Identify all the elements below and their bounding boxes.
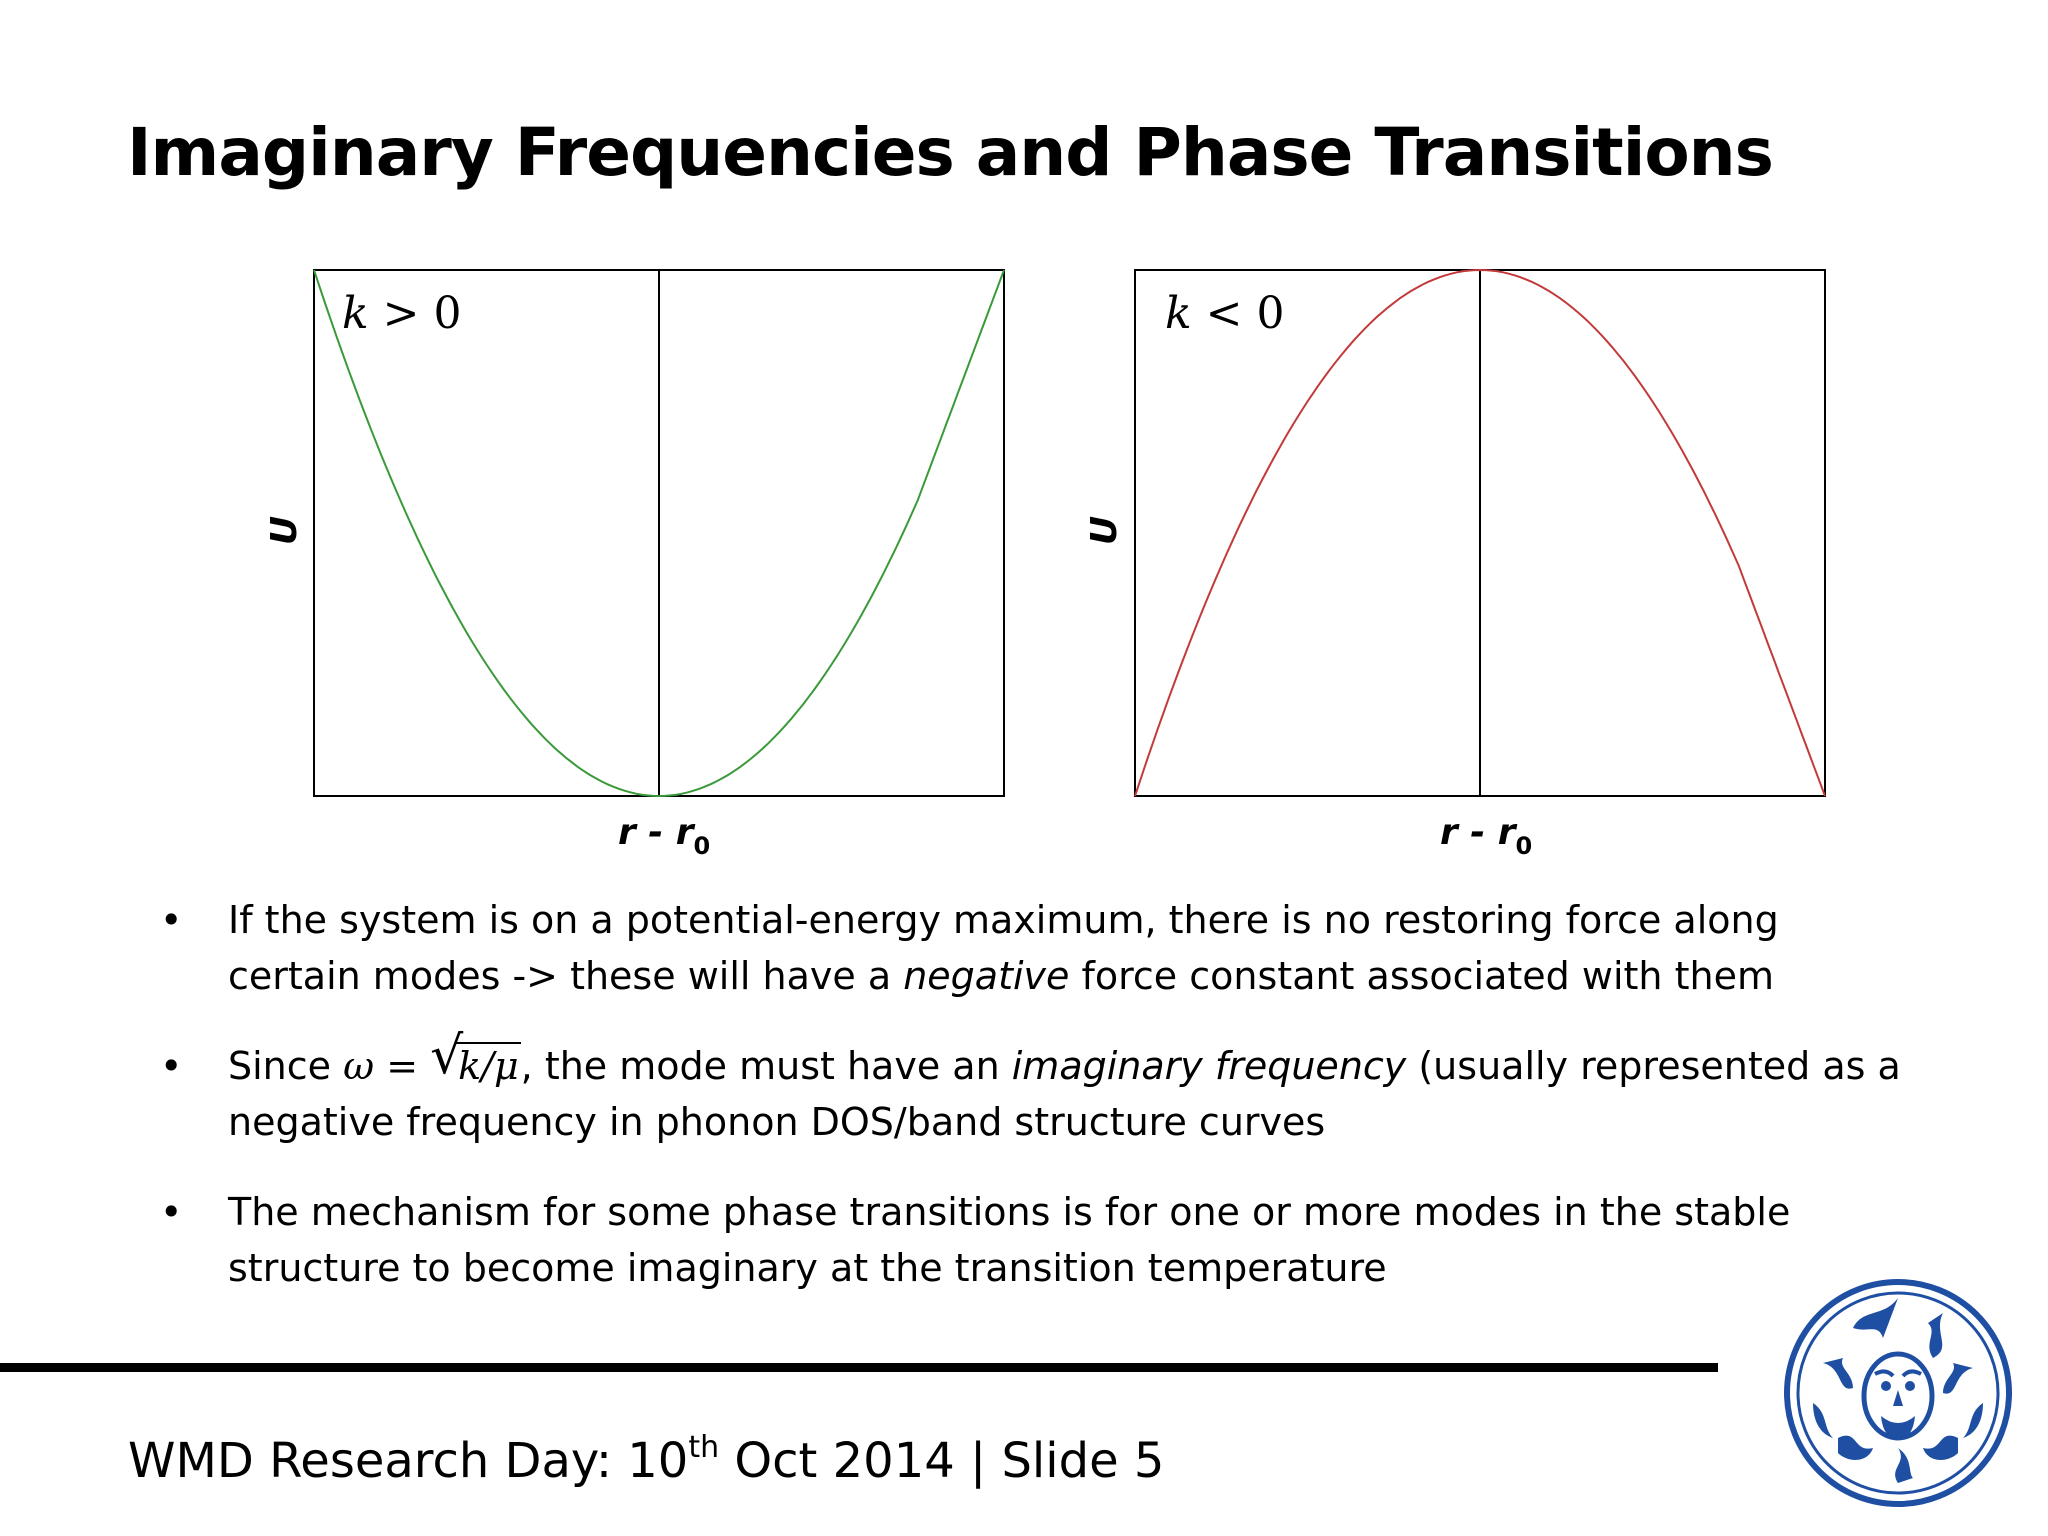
radicand: k/μ [456,1042,521,1088]
annotation-rest: < 0 [1191,288,1285,339]
bullet-item: • The mechanism for some phase transitio… [160,1184,1920,1296]
annotation-k-negative: k < 0 [1165,288,1285,339]
sqrt-expression: √ k/μ [430,1028,521,1094]
x-axis-label-main: r - r [618,812,694,853]
formula-lhs: ω [343,1044,375,1088]
bullet-dot: • [160,898,183,942]
university-seal-icon [1784,1279,2012,1507]
bullet-item: • Since ω = √ k/μ, the mode must have an … [160,1028,1920,1150]
bullet-text: , the mode must have an [520,1044,1012,1088]
annotation-rest: > 0 [368,288,462,339]
bullet-emphasis: negative [903,954,1070,998]
bullet-dot: • [160,1190,183,1234]
y-axis-label: U [264,515,306,546]
potential-curve [313,269,1005,798]
x-axis-label-sub: 0 [1515,832,1533,860]
omega-formula: ω = √ k/μ [343,1028,521,1088]
bullet-text: force constant associated with them [1069,954,1774,998]
bullet-item: • If the system is on a potential-energy… [160,892,1920,1004]
radical-sign: √ [430,1026,464,1086]
slide-footer: WMD Research Day: 10th Oct 2014 | Slide … [128,1430,1164,1489]
y-axis-label: U [1084,515,1126,546]
chart-negative-k [1134,268,1826,797]
x-axis-label: r - r0 [1440,812,1532,860]
x-axis-label-main: r - r [1440,812,1516,853]
annotation-var: k [1165,288,1192,339]
bullet-text: Since [228,1044,344,1088]
footer-prefix: WMD Research Day: 10 [128,1433,689,1489]
x-axis-label-sub: 0 [693,832,711,860]
footer-superscript: th [688,1430,720,1465]
annotation-var: k [342,288,369,339]
bullet-dot: • [160,1044,183,1088]
bullet-list: • If the system is on a potential-energy… [160,892,1920,1324]
bullet-emphasis: imaginary frequency [1011,1044,1407,1088]
annotation-k-positive: k > 0 [342,288,462,339]
chart-positive-k [313,269,1005,798]
bullet-text: (usually represented as a negative frequ… [228,1044,1901,1144]
x-axis-label: r - r0 [618,812,710,860]
slide-title: Imaginary Frequencies and Phase Transiti… [127,114,1774,191]
bullet-text: If the system is on a potential-energy m… [228,898,1779,998]
formula-eq: = [374,1044,431,1088]
bullet-text: The mechanism for some phase transitions… [228,1190,1791,1290]
footer-suffix: Oct 2014 | Slide 5 [719,1433,1165,1489]
potential-curve [1134,268,1826,797]
footer-divider [0,1363,1718,1372]
